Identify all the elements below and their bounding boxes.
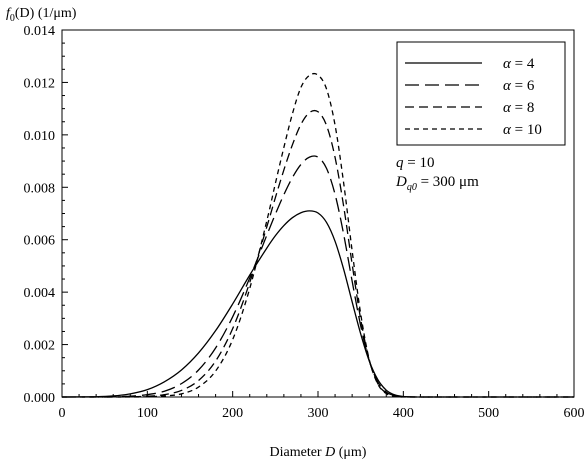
y-axis-title-rest: (D) (1/μm) (15, 6, 77, 21)
legend-label: α = 8 (503, 100, 534, 116)
y-tick-label: 0.012 (24, 76, 56, 91)
x-axis-title-var: D (324, 445, 335, 460)
y-tick-label: 0.000 (24, 391, 56, 406)
y-tick-label: 0.002 (24, 339, 56, 354)
y-tick-label: 0.008 (24, 181, 56, 196)
y-axis-title-var: f (6, 6, 12, 21)
y-axis-title: f0(D) (1/μm) (6, 6, 77, 24)
annotation-q-var: q (396, 155, 404, 171)
y-tick-label: 0.004 (24, 286, 56, 301)
legend: α = 4 α = 6 α = 8 α = 10 (396, 41, 566, 146)
x-tick-label: 400 (393, 406, 414, 421)
legend-label: α = 4 (503, 56, 535, 72)
y-axis-title-sub: 0 (10, 13, 15, 24)
y-tick-label: 0.014 (24, 24, 56, 39)
x-tick-label: 600 (564, 406, 585, 421)
annotation-dq0-var: D (395, 174, 407, 190)
x-axis-title: Diameter D (μm) (270, 445, 367, 460)
series-line-4 (62, 72, 574, 398)
series-line-1 (61, 210, 574, 398)
annotation-dq0: Dq0 = 300 μm (395, 174, 479, 193)
x-axis-title-pre: Diameter (270, 445, 326, 460)
annotation-q: q = 10 (396, 155, 434, 171)
x-axis-title-post: (μm) (335, 445, 367, 460)
x-tick-label: 200 (222, 406, 243, 421)
legend-label: α = 10 (503, 122, 542, 138)
y-tick-label: 0.010 (24, 129, 56, 144)
x-tick-label: 100 (137, 406, 158, 421)
x-tick-label: 0 (59, 406, 66, 421)
series-line-2 (62, 155, 574, 398)
annotation-q-rest: = 10 (404, 155, 435, 171)
x-tick-label: 300 (308, 406, 329, 421)
legend-box (396, 41, 566, 146)
x-tick-label: 500 (478, 406, 499, 421)
legend-label: α = 6 (503, 78, 535, 94)
annotation-dq0-rest: = 300 μm (417, 174, 479, 190)
y-tick-label: 0.006 (24, 234, 56, 249)
series-line-3 (62, 109, 574, 398)
annotation-dq0-sub: q0 (407, 182, 417, 193)
